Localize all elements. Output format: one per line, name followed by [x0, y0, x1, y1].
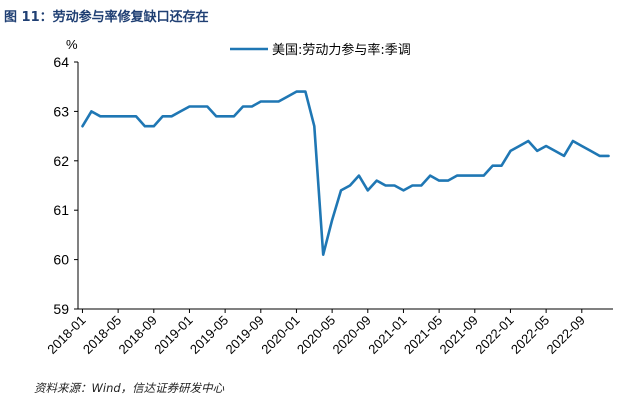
x-tick-label: 2021-05: [401, 313, 445, 357]
x-axis-ticks: 2018-012018-052018-092019-012019-052019-…: [44, 309, 588, 357]
chart-axes: [77, 62, 613, 310]
x-tick-label: 2018-09: [116, 313, 160, 357]
y-tick-label: 61: [53, 202, 69, 218]
x-tick-label: 2022-09: [544, 313, 588, 357]
y-axis-ticks: 59 60 61 62 63 64: [53, 54, 78, 317]
x-tick-label: 2018-05: [80, 313, 124, 357]
source-note: 资料来源：Wind，信达证券研发中心: [34, 381, 225, 395]
x-tick-label: 2020-01: [258, 313, 302, 357]
y-tick-label: 64: [53, 54, 69, 70]
x-tick-label: 2021-09: [437, 313, 481, 357]
chart-legend: 美国:劳动力参与率:季调: [230, 42, 411, 58]
x-tick-label: 2020-09: [330, 313, 374, 357]
y-tick-label: 60: [53, 252, 69, 268]
x-tick-label: 2019-05: [187, 313, 231, 357]
x-tick-label: 2022-05: [508, 313, 552, 357]
x-tick-label: 2019-01: [151, 313, 195, 357]
x-tick-label: 2018-01: [44, 313, 88, 357]
legend-label: 美国:劳动力参与率:季调: [272, 42, 411, 58]
y-tick-label: 63: [53, 103, 69, 119]
x-tick-label: 2022-01: [472, 313, 516, 357]
x-tick-label: 2019-09: [223, 313, 267, 357]
x-tick-label: 2020-05: [294, 313, 338, 357]
y-axis-unit: %: [66, 37, 78, 52]
x-tick-label: 2021-01: [365, 313, 409, 357]
y-tick-label: 62: [53, 153, 69, 169]
y-tick-label: 59: [53, 301, 69, 317]
series-line: [81, 90, 610, 256]
chart-series: [81, 90, 610, 256]
figure-title: 图 11：劳动参与率修复缺口还存在: [4, 10, 209, 25]
